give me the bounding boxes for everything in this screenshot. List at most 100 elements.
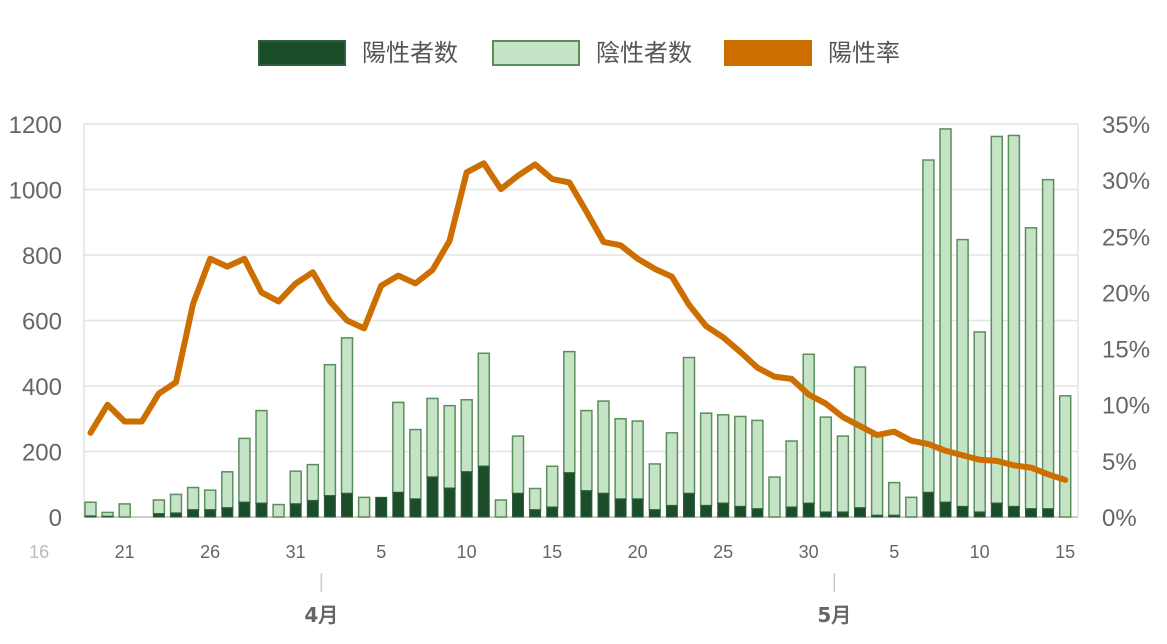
positive-bar	[443, 487, 456, 518]
negative-bar	[186, 486, 200, 511]
negative-bar	[887, 481, 901, 517]
negative-bar	[1007, 134, 1021, 508]
negative-bar	[819, 416, 833, 513]
positive-bar	[939, 501, 952, 518]
positive-bar	[597, 492, 610, 518]
negative-bar	[699, 412, 713, 507]
positive-bar	[255, 502, 268, 518]
y-left-tick-label: 1000	[9, 178, 62, 205]
negative-bar	[545, 465, 559, 508]
negative-bar	[905, 496, 918, 518]
positive-bar	[854, 507, 866, 518]
positive-rate-line	[87, 160, 1069, 483]
positive-bar	[614, 498, 627, 518]
positive-bar	[888, 514, 901, 518]
negative-bar	[990, 135, 1004, 504]
positive-bar	[409, 498, 422, 518]
y-right-tick-label: 10%	[1102, 393, 1150, 420]
negative-bar	[785, 440, 798, 508]
negative-bar	[357, 496, 371, 518]
negative-bar	[323, 363, 337, 497]
legend-label: 陽性者数	[362, 39, 458, 67]
positive-bar	[101, 515, 114, 518]
legend-label: 陰性者数	[596, 39, 692, 67]
positive-bar	[546, 506, 559, 518]
negative-bar	[306, 463, 320, 502]
x-tick-label: 26	[200, 542, 220, 562]
axes: 0 200 400 600 800 1000 1200 0% 5% 10% 15% 20% 25% 30%…	[9, 112, 1150, 627]
negative-bar	[631, 420, 644, 500]
negative-bar	[169, 493, 183, 514]
negative-bar	[289, 470, 302, 505]
positive-bar	[477, 465, 490, 518]
legend-label: 陽性率	[828, 39, 900, 67]
negative-bar	[494, 499, 508, 518]
positive-bar	[648, 509, 661, 518]
negative-bar	[118, 503, 131, 518]
positive-bar	[221, 507, 234, 518]
negative-bar	[203, 489, 217, 511]
y-right-tick-label: 5%	[1102, 449, 1137, 476]
positive-bar	[631, 498, 644, 518]
negative-bar	[101, 511, 114, 518]
negative-bar	[870, 435, 884, 517]
positive-bar	[1042, 508, 1055, 518]
negative-bar	[973, 331, 986, 513]
negative-bar	[340, 337, 354, 495]
negative-bar	[460, 399, 473, 473]
y-left-tick-label: 0	[49, 505, 62, 532]
positive-bar	[751, 508, 764, 518]
legend: 陽性者数 陰性者数 陽性率	[258, 39, 900, 67]
month-label: 4月	[304, 603, 338, 627]
x-tick-label: 10	[457, 542, 477, 562]
x-tick-label: 20	[628, 542, 648, 562]
positive-bar	[529, 509, 542, 518]
negative-bar	[597, 400, 610, 495]
positive-rate-series-line	[87, 160, 1069, 483]
y-right-tick-label: 30%	[1102, 168, 1150, 195]
positive-bar	[1007, 506, 1020, 518]
negative-bar	[716, 414, 730, 504]
x-tick-label: 5	[889, 542, 899, 562]
positive-bar	[683, 492, 695, 518]
y-left-tick-label: 800	[22, 243, 62, 270]
negative-bar	[1041, 178, 1055, 510]
negative-bar	[734, 415, 747, 508]
x-tick-label: 30	[799, 542, 819, 562]
negative-bar	[853, 366, 867, 509]
negative-bar	[563, 350, 576, 474]
y-right-tick-label: 15%	[1102, 337, 1150, 364]
negative-bar	[392, 401, 405, 494]
x-tick-label: 10	[970, 542, 990, 562]
negative-bar	[648, 463, 662, 511]
positive-bar	[922, 491, 935, 518]
negative-bar	[682, 356, 696, 495]
negative-bar	[152, 499, 166, 515]
negative-bar	[614, 418, 627, 500]
y-left-tick-label: 1200	[9, 112, 62, 139]
legend-swatch	[258, 40, 346, 66]
x-tick-label: 15	[1055, 542, 1075, 562]
negative-bar	[751, 419, 764, 510]
positive-bar	[734, 506, 747, 518]
negative-bar	[956, 238, 969, 508]
y-left-tick-label: 600	[22, 309, 62, 336]
negative-bar	[665, 432, 679, 507]
negative-bar	[580, 409, 593, 492]
positive-bar	[836, 511, 849, 518]
positive-bar	[84, 515, 97, 518]
y-left-tick-label: 400	[22, 374, 62, 401]
positive-bar	[341, 492, 353, 518]
negative-bar	[443, 404, 456, 489]
positive-bar	[170, 512, 182, 518]
negative-bar	[238, 437, 251, 504]
legend-swatch	[492, 40, 580, 66]
y-right-tick-label: 35%	[1102, 112, 1150, 139]
positive-bar	[323, 495, 336, 518]
positive-bar	[187, 509, 200, 518]
positive-bar	[802, 502, 815, 518]
bars	[84, 128, 1072, 518]
positive-bar	[871, 514, 884, 518]
negative-bar	[836, 435, 850, 513]
positive-bar	[990, 502, 1003, 518]
